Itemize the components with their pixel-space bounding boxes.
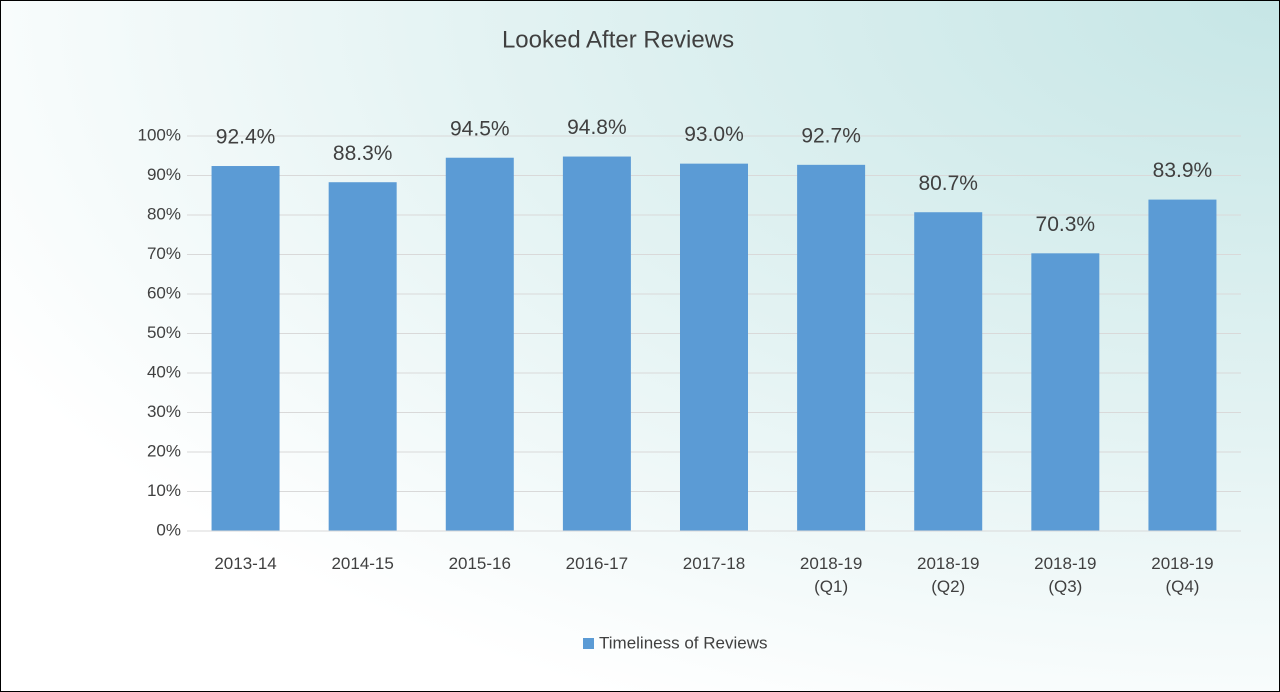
data-label: 92.4%	[216, 126, 276, 149]
y-tick-label: 40%	[147, 362, 181, 381]
x-tick-label: 2018-19 (Q1)	[799, 554, 863, 596]
data-label: 94.5%	[450, 117, 510, 140]
y-tick-label: 0%	[156, 520, 181, 539]
bar	[211, 166, 280, 531]
data-label: 93.0%	[684, 123, 744, 146]
bar	[797, 164, 866, 531]
legend-label: Timeliness of Reviews	[599, 633, 767, 652]
y-tick-label: 20%	[147, 441, 181, 460]
legend-swatch	[583, 638, 594, 649]
data-label: 83.9%	[1153, 159, 1213, 182]
bar	[562, 156, 631, 532]
data-label: 88.3%	[333, 142, 393, 165]
x-tick-label: 2016-17	[565, 554, 629, 573]
bar	[1031, 253, 1100, 531]
bar	[445, 157, 514, 531]
y-tick-label: 10%	[147, 481, 181, 500]
data-label: 70.3%	[1036, 213, 1096, 236]
bar	[1148, 199, 1217, 531]
bar	[328, 182, 397, 531]
bar	[680, 163, 748, 531]
x-tick-label: 2015-16	[448, 554, 511, 573]
y-tick-label: 100%	[138, 125, 181, 144]
data-label: 80.7%	[918, 172, 978, 195]
y-tick-label: 50%	[147, 323, 181, 342]
y-tick-label: 80%	[147, 204, 181, 223]
y-tick-label: 30%	[147, 402, 181, 421]
y-tick-label: 60%	[147, 283, 181, 302]
x-tick-label: 2018-19 (Q2)	[917, 554, 980, 596]
data-label: 92.7%	[801, 124, 861, 147]
bar	[914, 212, 983, 532]
y-tick-label: 90%	[147, 165, 181, 184]
x-tick-label: 2018-19 (Q4)	[1151, 554, 1214, 596]
data-label: 94.8%	[567, 116, 627, 139]
x-tick-label: 2013-14	[214, 554, 277, 573]
x-tick-label: 2018-19 (Q3)	[1034, 554, 1097, 596]
y-tick-label: 70%	[147, 244, 181, 263]
chart-title: Looked After Reviews	[502, 26, 734, 53]
x-tick-label: 2014-15	[331, 554, 394, 573]
x-tick-label: 2017-18	[682, 554, 746, 573]
